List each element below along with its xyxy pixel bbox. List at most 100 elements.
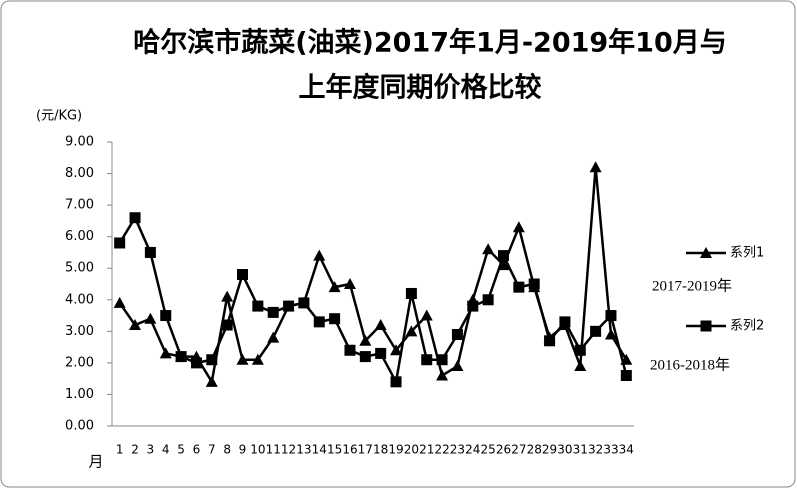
marker bbox=[436, 354, 448, 366]
x-tick-label: 25 bbox=[481, 443, 496, 457]
marker bbox=[390, 344, 403, 356]
x-tick-label: 28 bbox=[527, 443, 542, 457]
marker bbox=[374, 319, 387, 331]
marker bbox=[313, 249, 326, 261]
chart-title: 上年度同期价格比较 bbox=[299, 72, 542, 104]
marker bbox=[160, 310, 172, 322]
y-tick-label: 3.00 bbox=[65, 324, 94, 339]
chart-title: 哈尔滨市蔬菜(油菜)2017年1月-2019年10月与 bbox=[133, 27, 727, 59]
marker bbox=[328, 281, 341, 293]
marker bbox=[113, 296, 126, 308]
marker bbox=[329, 313, 341, 325]
x-tick-label: 8 bbox=[223, 443, 231, 457]
marker bbox=[144, 246, 156, 258]
x-tick-label: 12 bbox=[281, 443, 296, 457]
marker bbox=[237, 269, 248, 281]
marker bbox=[605, 310, 617, 322]
x-tick-label: 33 bbox=[603, 443, 618, 457]
x-tick-label: 7 bbox=[208, 443, 216, 457]
marker bbox=[190, 357, 202, 369]
marker bbox=[375, 347, 387, 359]
marker bbox=[574, 360, 587, 372]
marker bbox=[482, 294, 494, 306]
marker bbox=[420, 309, 433, 321]
x-tick-label: 34 bbox=[619, 443, 634, 457]
marker bbox=[512, 221, 525, 233]
marker bbox=[700, 247, 712, 258]
marker bbox=[421, 354, 433, 366]
marker bbox=[283, 300, 295, 312]
marker bbox=[451, 360, 464, 372]
x-tick-label: 13 bbox=[296, 443, 311, 457]
marker bbox=[221, 290, 234, 302]
marker bbox=[528, 278, 540, 290]
marker bbox=[482, 243, 495, 255]
marker bbox=[114, 237, 126, 249]
marker bbox=[221, 319, 233, 331]
marker bbox=[436, 369, 449, 381]
x-tick-label: 9 bbox=[239, 443, 247, 457]
y-tick-label: 8.00 bbox=[65, 166, 94, 181]
marker bbox=[359, 334, 372, 346]
x-tick-label: 27 bbox=[511, 443, 526, 457]
marker bbox=[359, 351, 371, 363]
x-tick-label: 14 bbox=[312, 443, 327, 457]
marker bbox=[313, 316, 325, 328]
marker bbox=[251, 353, 264, 365]
marker bbox=[604, 328, 617, 340]
marker bbox=[574, 344, 586, 356]
x-tick-label: 15 bbox=[327, 443, 342, 457]
marker bbox=[144, 312, 157, 324]
marker bbox=[129, 212, 141, 224]
annotation: 2017-2019年 bbox=[652, 277, 732, 294]
y-tick-label: 5.00 bbox=[65, 261, 94, 276]
marker bbox=[205, 375, 218, 387]
x-tick-label: 2 bbox=[131, 443, 139, 457]
marker bbox=[390, 376, 402, 388]
marker bbox=[236, 353, 249, 365]
marker bbox=[620, 370, 632, 382]
y-tick-label: 2.00 bbox=[65, 355, 94, 370]
y-tick-label: 4.00 bbox=[65, 292, 94, 307]
x-tick-label: 21 bbox=[419, 443, 434, 457]
y-tick-label: 0.00 bbox=[65, 419, 94, 434]
x-tick-label: 10 bbox=[250, 443, 265, 457]
y-tick-label: 9.00 bbox=[65, 135, 94, 150]
x-tick-label: 30 bbox=[557, 443, 572, 457]
x-tick-label: 31 bbox=[573, 443, 588, 457]
marker bbox=[267, 306, 279, 318]
x-tick-label: 3 bbox=[147, 443, 155, 457]
marker bbox=[267, 331, 280, 343]
x-tick-label: 1 bbox=[116, 443, 124, 457]
marker bbox=[513, 281, 525, 293]
y-tick-label: 1.00 bbox=[65, 387, 94, 402]
marker bbox=[498, 250, 509, 262]
x-tick-label: 17 bbox=[358, 443, 373, 457]
marker bbox=[175, 351, 187, 363]
series-line bbox=[118, 215, 628, 386]
marker bbox=[344, 344, 356, 356]
annotation: 2016-2018年 bbox=[650, 356, 730, 373]
marker bbox=[589, 161, 602, 173]
x-tick-label: 18 bbox=[373, 443, 388, 457]
x-tick-label: 16 bbox=[342, 443, 357, 457]
legend-label: 系列2 bbox=[730, 319, 764, 334]
marker bbox=[252, 300, 264, 312]
x-tick-label: 22 bbox=[434, 443, 449, 457]
x-tick-label: 5 bbox=[177, 443, 185, 457]
marker bbox=[559, 316, 571, 328]
x-tick-label: 29 bbox=[542, 443, 557, 457]
marker bbox=[544, 335, 556, 347]
marker bbox=[451, 328, 463, 340]
x-tick-label: 20 bbox=[404, 443, 419, 457]
x-tick-label: 4 bbox=[162, 443, 170, 457]
x-tick-label: 23 bbox=[450, 443, 465, 457]
x-tick-label: 11 bbox=[266, 443, 281, 457]
y-tick-label: 7.00 bbox=[65, 198, 94, 213]
marker bbox=[405, 287, 417, 299]
marker bbox=[700, 320, 712, 332]
x-tick-label: 6 bbox=[193, 443, 201, 457]
x-axis-label: 月 bbox=[88, 453, 103, 471]
marker bbox=[129, 319, 142, 331]
